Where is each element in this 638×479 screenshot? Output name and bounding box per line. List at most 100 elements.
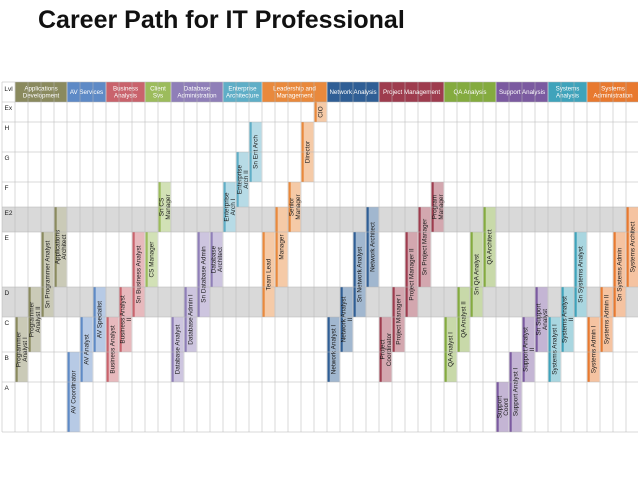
role-label: Manager: [279, 234, 286, 260]
role-accent: [275, 207, 278, 287]
role-cell: [457, 287, 470, 352]
role-accent: [15, 317, 18, 382]
role-accent: [314, 102, 317, 122]
level-label: D: [5, 290, 10, 297]
role-cell: [561, 287, 574, 352]
role-accent: [236, 152, 239, 207]
role-label: Business AnalystII: [119, 295, 133, 344]
category-header-label: Business Analysis: [113, 86, 138, 100]
role-accent: [171, 317, 174, 382]
role-cell: [327, 317, 340, 382]
role-cell: [483, 207, 496, 287]
role-cell: [93, 287, 106, 352]
role-cell: [470, 232, 483, 317]
role-label: AV Analyst: [84, 334, 91, 365]
role-accent: [145, 232, 148, 287]
category-header-label: Project Management: [383, 89, 440, 96]
role-cell: [444, 317, 457, 382]
role-label: Systems Architect: [630, 221, 637, 272]
role-cell: [54, 207, 67, 287]
role-cell: [548, 317, 561, 382]
corner-label: Lvl: [4, 86, 13, 93]
shaded-row-d: [2, 287, 638, 317]
role-accent: [197, 232, 200, 317]
role-cell: [171, 317, 184, 382]
role-cell: [587, 317, 600, 382]
role-accent: [366, 207, 369, 287]
role-label: Sn Database Admin: [201, 246, 208, 303]
role-accent: [405, 232, 408, 317]
page-title: Career Path for IT Professional: [38, 6, 405, 34]
role-accent: [132, 232, 135, 317]
role-label: Team Lead: [266, 258, 273, 290]
role-accent: [184, 287, 187, 352]
role-cell: [184, 287, 197, 352]
role-cell: [262, 232, 275, 317]
role-accent: [80, 317, 83, 382]
role-label: Sn Business Analyst: [136, 245, 143, 303]
role-label: QA Architect: [487, 229, 494, 264]
role-accent: [340, 287, 343, 352]
role-label: Sn Systems Analyst: [578, 246, 585, 303]
category-header: [106, 82, 145, 102]
role-cell: [535, 287, 548, 352]
role-accent: [54, 207, 57, 287]
role-accent: [457, 287, 460, 352]
role-accent: [496, 382, 499, 432]
role-cell: [275, 207, 288, 287]
role-label: DatabaseArchitect: [210, 245, 224, 273]
role-label: ProjectCoordinator: [379, 332, 393, 366]
role-accent: [483, 207, 486, 287]
role-cell: [496, 382, 509, 432]
role-cell: [210, 232, 223, 287]
role-accent: [587, 317, 590, 382]
role-label: Sn Systems Admin: [617, 247, 624, 301]
role-accent: [210, 232, 213, 287]
role-label: SupportCoord: [496, 396, 510, 419]
role-cell: [366, 207, 379, 287]
level-label: C: [5, 320, 10, 327]
role-label: Project Manager II: [409, 248, 416, 300]
role-cell: [626, 207, 638, 287]
role-accent: [613, 232, 616, 317]
role-label: Support AnalystII: [522, 327, 536, 372]
role-label: AV Specialist: [97, 301, 104, 338]
role-label: CS Manager: [149, 241, 156, 278]
role-accent: [353, 232, 356, 317]
role-accent: [392, 287, 395, 352]
role-cell: [522, 317, 535, 382]
shaded-row-e2: [2, 207, 638, 232]
role-accent: [41, 232, 44, 317]
category-header: [262, 82, 327, 102]
role-cell: [340, 287, 353, 352]
role-cell: [418, 207, 431, 287]
role-cell: [600, 287, 613, 352]
role-label: ProgrammerAnalyst II: [28, 301, 42, 337]
role-label: Database Analyst: [175, 324, 182, 374]
category-header-label: Systems Analysis: [556, 86, 580, 100]
role-accent: [444, 317, 447, 382]
category-header: [379, 82, 444, 102]
category-header-label: Enterprise Architecture: [226, 86, 260, 100]
level-label: G: [5, 155, 10, 162]
role-accent: [106, 317, 109, 382]
role-accent: [379, 317, 382, 382]
role-accent: [561, 287, 564, 352]
role-cell: [353, 232, 366, 317]
role-label: Systems AnalystII: [561, 296, 575, 343]
role-label: Project Manager I: [396, 294, 403, 345]
role-cell: [41, 232, 54, 317]
role-accent: [67, 352, 70, 432]
role-cell: [509, 352, 522, 432]
role-cell: [197, 232, 210, 317]
role-label: EnterpriseArch II: [236, 164, 250, 194]
role-cell: [392, 287, 405, 352]
role-accent: [28, 287, 31, 352]
role-label: QA Analyst II: [461, 301, 468, 338]
role-label: Network AnalystII: [340, 296, 354, 342]
category-header-label: Leadership and Management: [273, 86, 316, 100]
role-label: Sn SupportAnalyst: [535, 303, 549, 335]
level-label: E2: [5, 210, 13, 217]
role-cell: [15, 317, 28, 382]
